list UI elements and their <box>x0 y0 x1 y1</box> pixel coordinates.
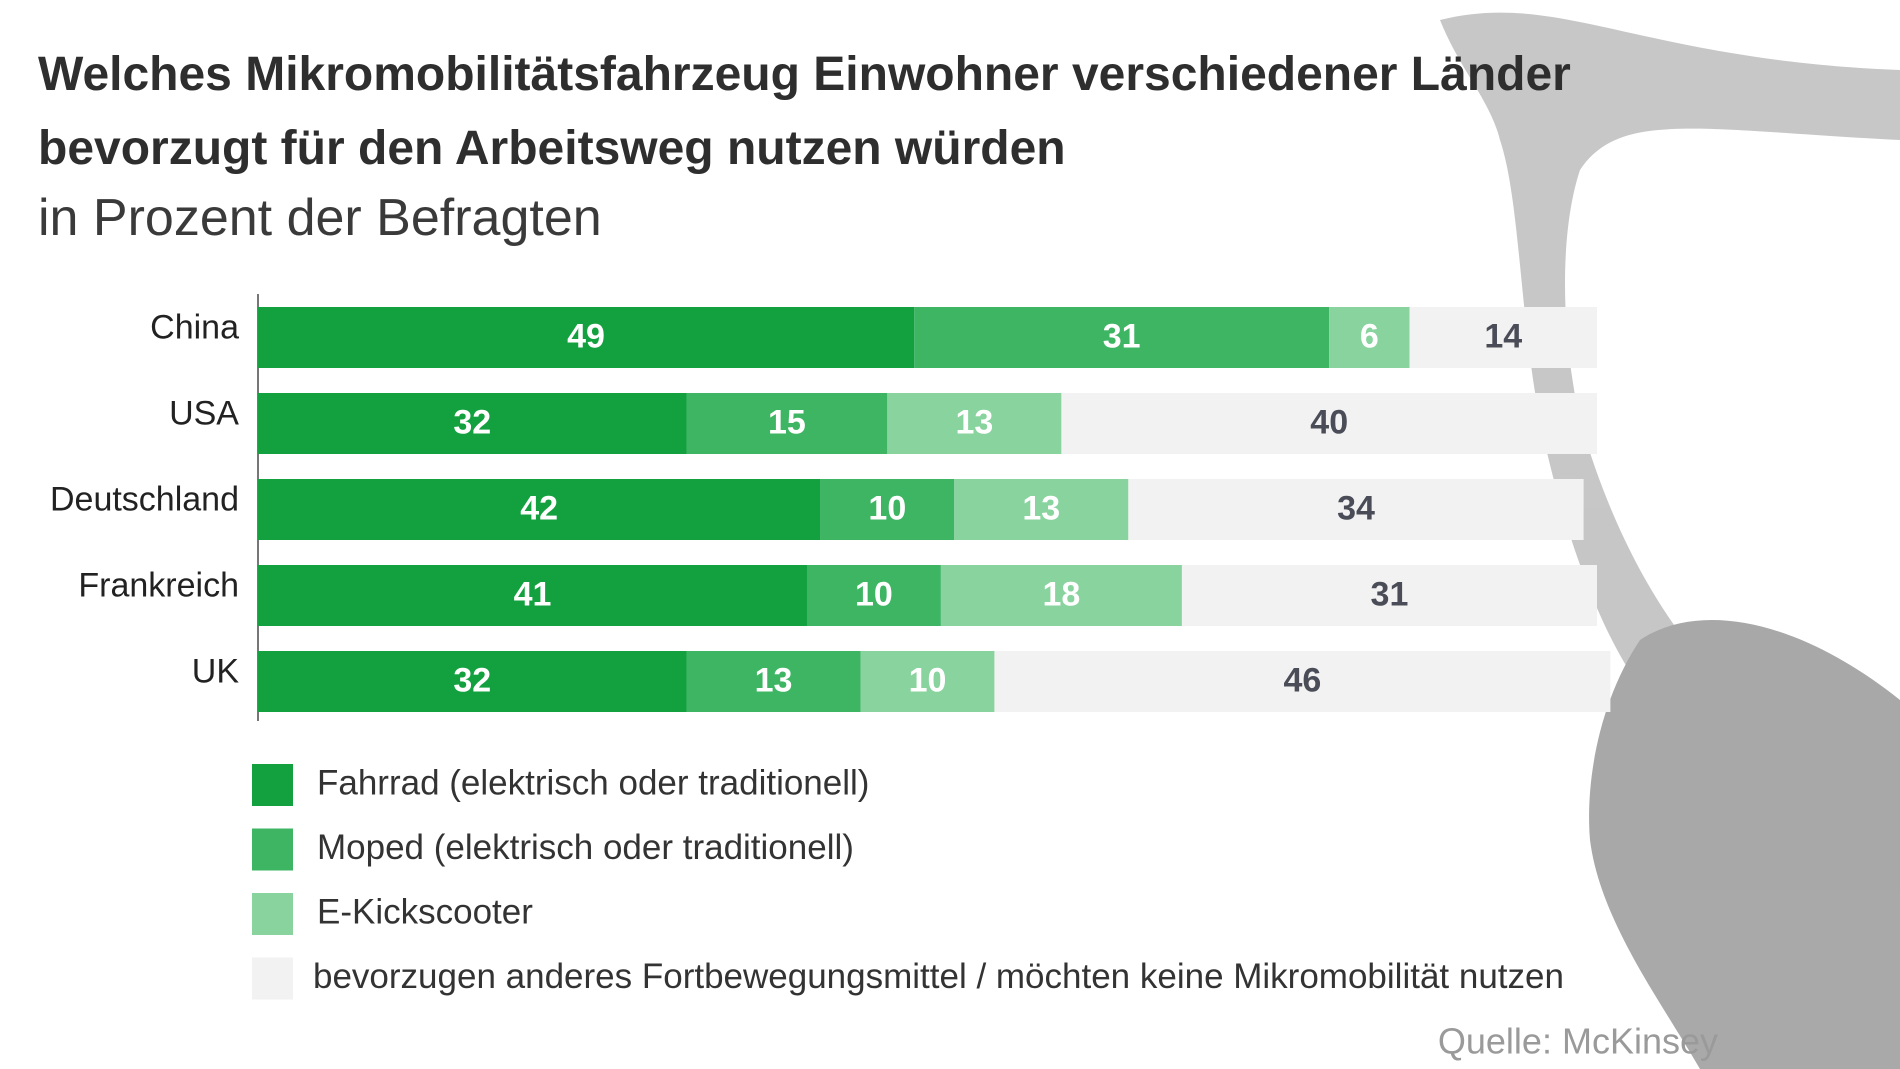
bar-segment <box>994 651 1611 712</box>
bar-segment <box>686 651 861 712</box>
value-label: 41 <box>514 575 552 613</box>
legend-label: Moped (elektrisch oder traditionell) <box>317 828 854 867</box>
legend-label: bevorzugen anderes Fortbewegungsmittel /… <box>313 957 1564 996</box>
value-label: 31 <box>1371 575 1409 613</box>
value-label: 42 <box>520 489 558 527</box>
value-label: 34 <box>1337 489 1375 527</box>
bar-segment <box>860 651 995 712</box>
value-label: 13 <box>955 403 993 441</box>
bar-segment <box>1409 307 1597 368</box>
value-label: 10 <box>909 661 947 699</box>
value-label: 13 <box>1022 489 1060 527</box>
value-label: 10 <box>855 575 893 613</box>
bar-segment <box>954 479 1129 540</box>
value-label: 10 <box>868 489 906 527</box>
value-label: 14 <box>1484 317 1522 355</box>
legend-swatch <box>252 893 293 935</box>
chart-title: Welches Mikromobilitätsfahrzeug Einwohne… <box>38 48 1571 175</box>
category-label: UK <box>192 652 240 690</box>
bar-segment <box>258 479 821 540</box>
category-label: Frankreich <box>78 566 239 604</box>
value-label: 13 <box>755 661 793 699</box>
value-label: 6 <box>1360 317 1379 355</box>
bar-segment <box>820 479 955 540</box>
bar-segment <box>940 565 1182 626</box>
legend-swatch <box>252 828 293 871</box>
bar-segment <box>258 651 687 712</box>
chart-subtitle: in Prozent der Befragten <box>38 189 602 247</box>
bar-segment <box>1061 393 1597 454</box>
bar-segment <box>1128 479 1584 540</box>
legend-label: Fahrrad (elektrisch oder traditionell) <box>317 763 869 802</box>
value-label: 18 <box>1042 575 1080 613</box>
bar-segment <box>1181 565 1597 626</box>
category-label: USA <box>169 394 239 432</box>
category-label: Deutschland <box>50 480 239 518</box>
decoration <box>1440 12 1900 1069</box>
bar-segment <box>1329 307 1410 368</box>
bar-segment <box>258 393 687 454</box>
bar-segment <box>806 565 941 626</box>
value-label: 31 <box>1103 317 1141 355</box>
value-label: 46 <box>1284 661 1322 699</box>
value-label: 49 <box>567 317 605 355</box>
source: Quelle: McKinsey <box>1438 1021 1718 1062</box>
value-label: 15 <box>768 403 806 441</box>
legend-label: E-Kickscooter <box>317 892 533 931</box>
bar-segment <box>914 307 1330 368</box>
value-label: 40 <box>1310 403 1348 441</box>
bar-segment <box>686 393 888 454</box>
value-label: 32 <box>453 403 491 441</box>
category-label: China <box>150 308 239 346</box>
legend-swatch <box>252 957 293 1000</box>
legend-swatch <box>252 764 293 806</box>
value-label: 32 <box>453 661 491 699</box>
bar-segment <box>258 565 807 626</box>
bar-segment <box>258 307 915 368</box>
bar-segment <box>887 393 1062 454</box>
